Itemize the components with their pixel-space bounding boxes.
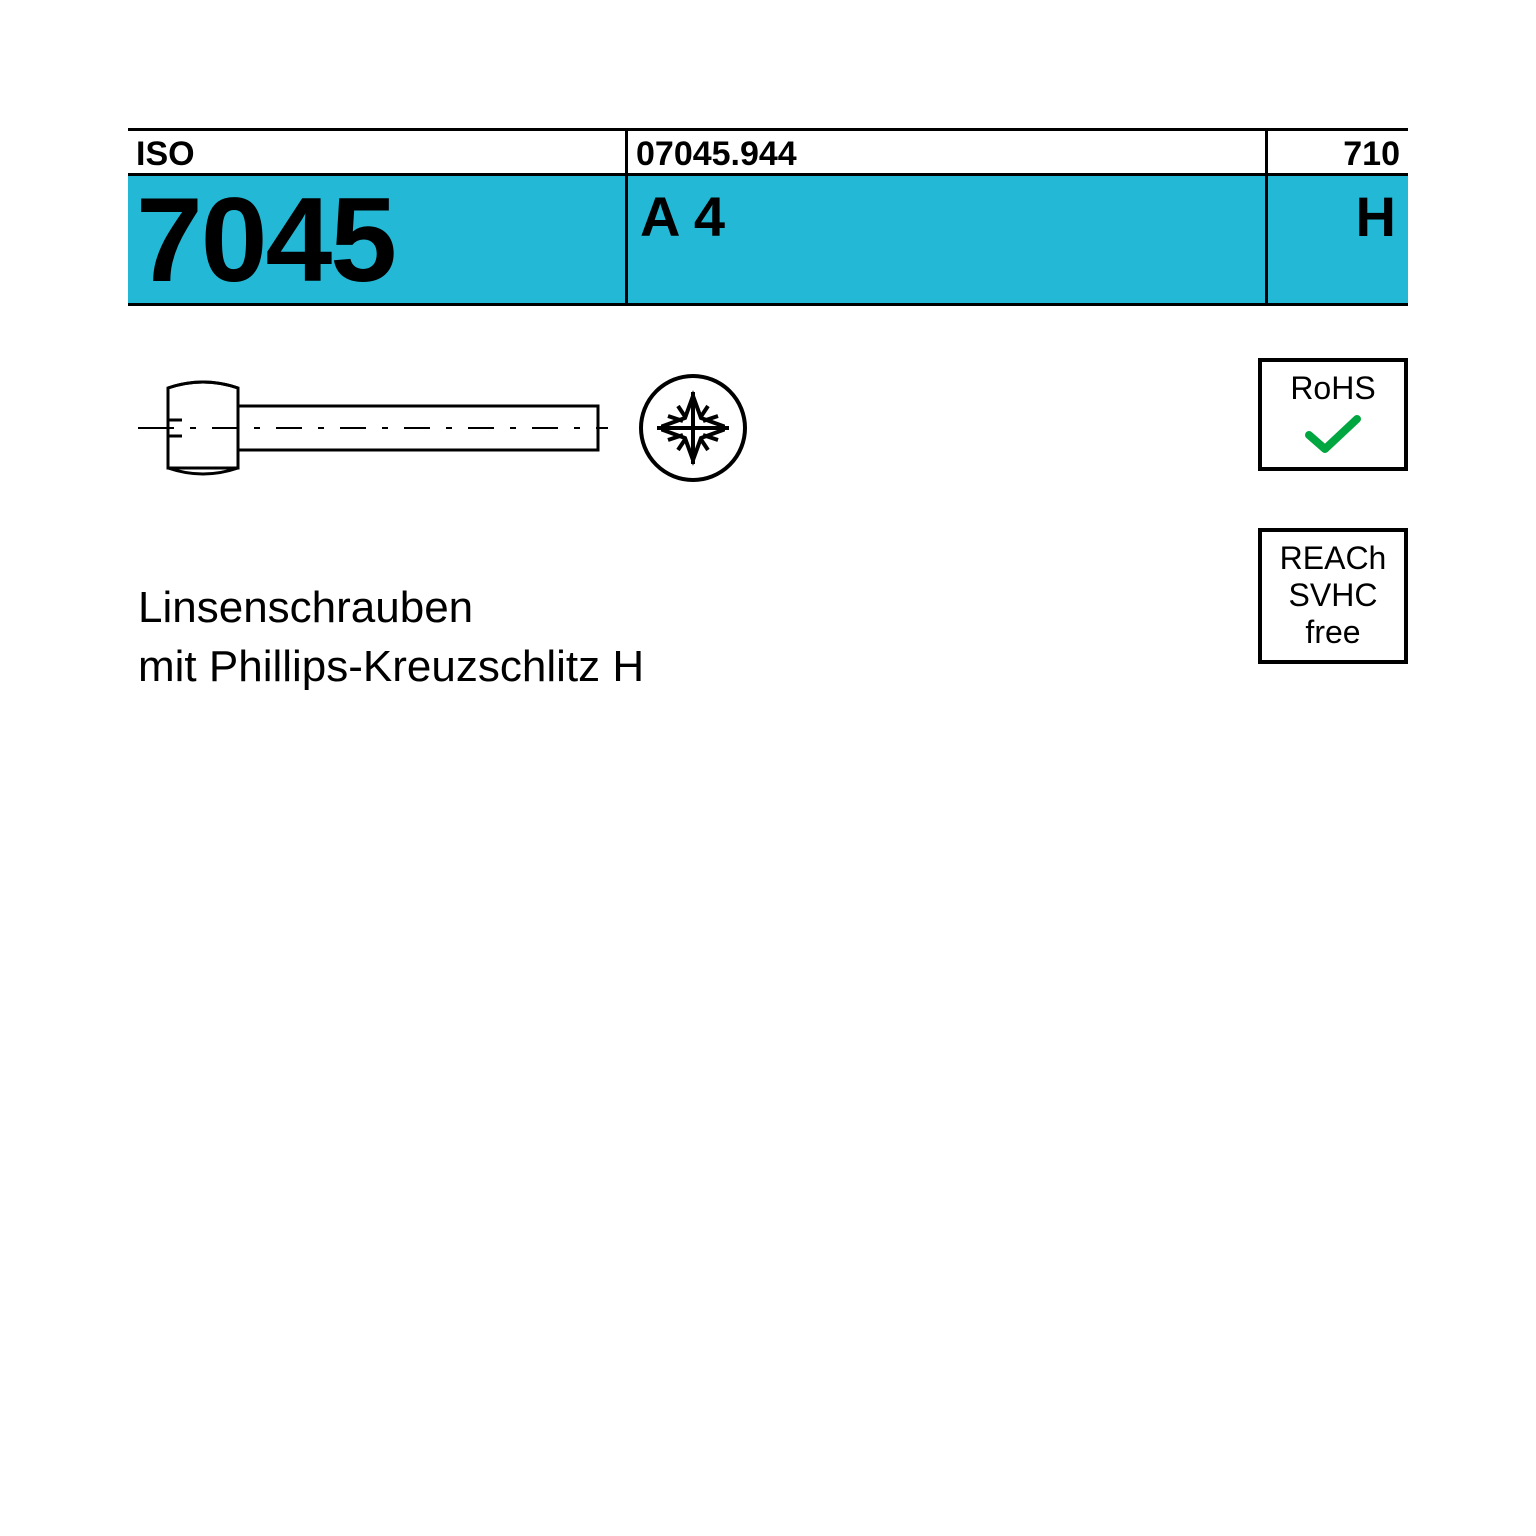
header-iso-label: ISO [128, 131, 628, 173]
reach-line1: REACh [1266, 540, 1400, 577]
material-grade: A 4 [628, 176, 1268, 303]
product-description: Linsenschrauben mit Phillips-Kreuzschlit… [138, 578, 644, 697]
rohs-badge: RoHS [1258, 358, 1408, 471]
desc-line1: Linsenschrauben [138, 578, 644, 637]
header-top-row: ISO 07045.944 710 [128, 128, 1408, 176]
header-code: 07045.944 [628, 131, 1268, 173]
product-sheet: ISO 07045.944 710 7045 A 4 H [128, 128, 1408, 1408]
check-icon [1303, 413, 1363, 457]
header-band: 7045 A 4 H [128, 176, 1408, 306]
rohs-label: RoHS [1266, 370, 1400, 407]
screw-diagram [138, 358, 758, 498]
reach-badge: REACh SVHC free [1258, 528, 1408, 664]
standard-number: 7045 [128, 176, 628, 303]
reach-line3: free [1266, 614, 1400, 651]
drive-type: H [1268, 176, 1408, 303]
header-right-code: 710 [1268, 131, 1408, 173]
desc-line2: mit Phillips-Kreuzschlitz H [138, 637, 644, 696]
reach-line2: SVHC [1266, 577, 1400, 614]
